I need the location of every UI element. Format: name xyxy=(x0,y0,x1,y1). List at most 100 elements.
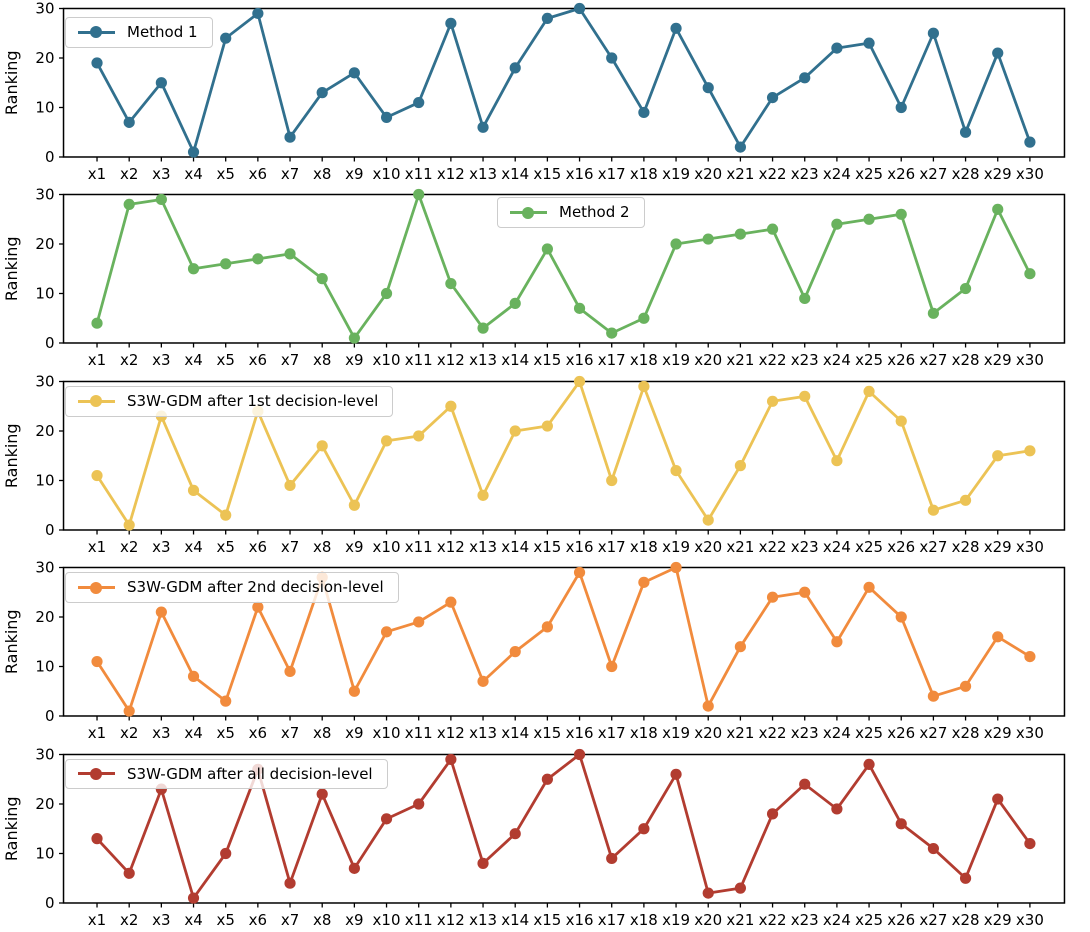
svg-text:x22: x22 xyxy=(759,351,787,369)
svg-text:x29: x29 xyxy=(984,165,1012,183)
svg-text:x11: x11 xyxy=(405,351,433,369)
svg-text:x10: x10 xyxy=(373,724,401,742)
svg-text:x1: x1 xyxy=(88,165,106,183)
svg-text:20: 20 xyxy=(35,422,54,440)
svg-text:x20: x20 xyxy=(694,911,722,929)
svg-text:x13: x13 xyxy=(469,724,497,742)
legend-label: S3W-GDM after all decision-level xyxy=(127,764,373,783)
svg-text:x20: x20 xyxy=(694,724,722,742)
svg-text:x29: x29 xyxy=(984,538,1012,556)
svg-text:x19: x19 xyxy=(662,538,690,556)
svg-text:x27: x27 xyxy=(919,911,947,929)
svg-text:x26: x26 xyxy=(887,165,915,183)
svg-text:x12: x12 xyxy=(437,165,465,183)
legend: S3W-GDM after all decision-level xyxy=(65,758,388,790)
svg-text:x11: x11 xyxy=(405,724,433,742)
svg-text:x25: x25 xyxy=(855,165,883,183)
svg-text:x3: x3 xyxy=(152,351,170,369)
svg-text:x7: x7 xyxy=(281,351,299,369)
svg-text:x23: x23 xyxy=(791,538,819,556)
svg-text:x28: x28 xyxy=(952,351,980,369)
svg-text:10: 10 xyxy=(35,99,54,117)
legend-line-marker-icon xyxy=(78,581,115,594)
svg-text:x9: x9 xyxy=(345,724,363,742)
svg-text:x4: x4 xyxy=(184,351,202,369)
svg-text:x20: x20 xyxy=(694,351,722,369)
svg-text:x24: x24 xyxy=(823,351,851,369)
svg-text:x15: x15 xyxy=(533,165,561,183)
svg-text:x27: x27 xyxy=(919,538,947,556)
svg-text:x26: x26 xyxy=(887,538,915,556)
subplot-s3w-gdm-all-levels: 0 10 20 30 Ranking x1 x2 x3 x4 x5 x6 x7 x8 x9 x10 x11 x1… xyxy=(0,746,1090,932)
svg-text:x30: x30 xyxy=(1016,911,1044,929)
svg-text:x12: x12 xyxy=(437,724,465,742)
svg-text:x6: x6 xyxy=(249,911,267,929)
svg-text:x23: x23 xyxy=(791,165,819,183)
legend-line-marker-icon xyxy=(78,26,115,39)
svg-text:x24: x24 xyxy=(823,911,851,929)
svg-text:x24: x24 xyxy=(823,538,851,556)
svg-text:10: 10 xyxy=(35,285,54,303)
svg-text:x21: x21 xyxy=(726,351,754,369)
legend-line-marker-icon xyxy=(78,767,115,780)
legend-line-marker-icon xyxy=(510,206,547,219)
svg-text:x3: x3 xyxy=(152,911,170,929)
svg-text:x13: x13 xyxy=(469,538,497,556)
svg-text:x3: x3 xyxy=(152,538,170,556)
svg-text:x12: x12 xyxy=(437,911,465,929)
svg-text:x11: x11 xyxy=(405,165,433,183)
svg-text:x11: x11 xyxy=(405,538,433,556)
svg-text:x28: x28 xyxy=(952,911,980,929)
svg-text:x23: x23 xyxy=(791,724,819,742)
svg-text:10: 10 xyxy=(35,658,54,676)
svg-text:x21: x21 xyxy=(726,911,754,929)
svg-text:x8: x8 xyxy=(313,165,331,183)
svg-text:x3: x3 xyxy=(152,165,170,183)
svg-text:x10: x10 xyxy=(373,911,401,929)
legend: S3W-GDM after 2nd decision-level xyxy=(65,572,399,603)
svg-text:x15: x15 xyxy=(533,911,561,929)
svg-text:x30: x30 xyxy=(1016,538,1044,556)
svg-text:x29: x29 xyxy=(984,724,1012,742)
subplot-s3w-gdm-2nd-level: 0 10 20 30 Ranking x1 x2 x3 x4 x5 x6 x7 x8 x9 x10 x11 x1… xyxy=(0,559,1090,745)
svg-text:0: 0 xyxy=(45,894,55,912)
svg-text:x1: x1 xyxy=(88,538,106,556)
svg-text:x8: x8 xyxy=(313,911,331,929)
svg-text:x9: x9 xyxy=(345,911,363,929)
svg-text:x14: x14 xyxy=(501,911,529,929)
svg-text:x30: x30 xyxy=(1016,724,1044,742)
svg-text:x29: x29 xyxy=(984,911,1012,929)
legend-label: Method 2 xyxy=(559,203,630,222)
svg-text:0: 0 xyxy=(45,334,55,352)
svg-text:x15: x15 xyxy=(533,724,561,742)
svg-text:x25: x25 xyxy=(855,351,883,369)
svg-text:x1: x1 xyxy=(88,351,106,369)
svg-text:x6: x6 xyxy=(249,724,267,742)
svg-text:x5: x5 xyxy=(216,351,234,369)
svg-text:0: 0 xyxy=(45,707,55,725)
svg-text:x23: x23 xyxy=(791,911,819,929)
svg-text:x1: x1 xyxy=(88,911,106,929)
svg-text:x4: x4 xyxy=(184,724,202,742)
svg-text:20: 20 xyxy=(35,235,54,253)
svg-text:x28: x28 xyxy=(952,165,980,183)
svg-text:x5: x5 xyxy=(216,165,234,183)
svg-text:x18: x18 xyxy=(630,538,658,556)
svg-text:Ranking: Ranking xyxy=(2,610,21,675)
svg-text:x19: x19 xyxy=(662,165,690,183)
svg-text:x6: x6 xyxy=(249,351,267,369)
svg-text:x16: x16 xyxy=(566,351,594,369)
svg-text:x5: x5 xyxy=(216,911,234,929)
subplot-s3w-gdm-1st-level: 0 10 20 30 Ranking x1 x2 x3 x4 x5 x6 x7 x8 x9 x10 x11 x1… xyxy=(0,373,1090,559)
svg-text:0: 0 xyxy=(45,521,55,539)
svg-text:x17: x17 xyxy=(598,724,626,742)
svg-text:30: 30 xyxy=(35,0,54,18)
svg-text:x26: x26 xyxy=(887,351,915,369)
svg-text:x20: x20 xyxy=(694,165,722,183)
svg-text:x8: x8 xyxy=(313,538,331,556)
svg-text:x23: x23 xyxy=(791,351,819,369)
svg-text:x7: x7 xyxy=(281,165,299,183)
svg-text:x24: x24 xyxy=(823,165,851,183)
svg-text:x25: x25 xyxy=(855,724,883,742)
